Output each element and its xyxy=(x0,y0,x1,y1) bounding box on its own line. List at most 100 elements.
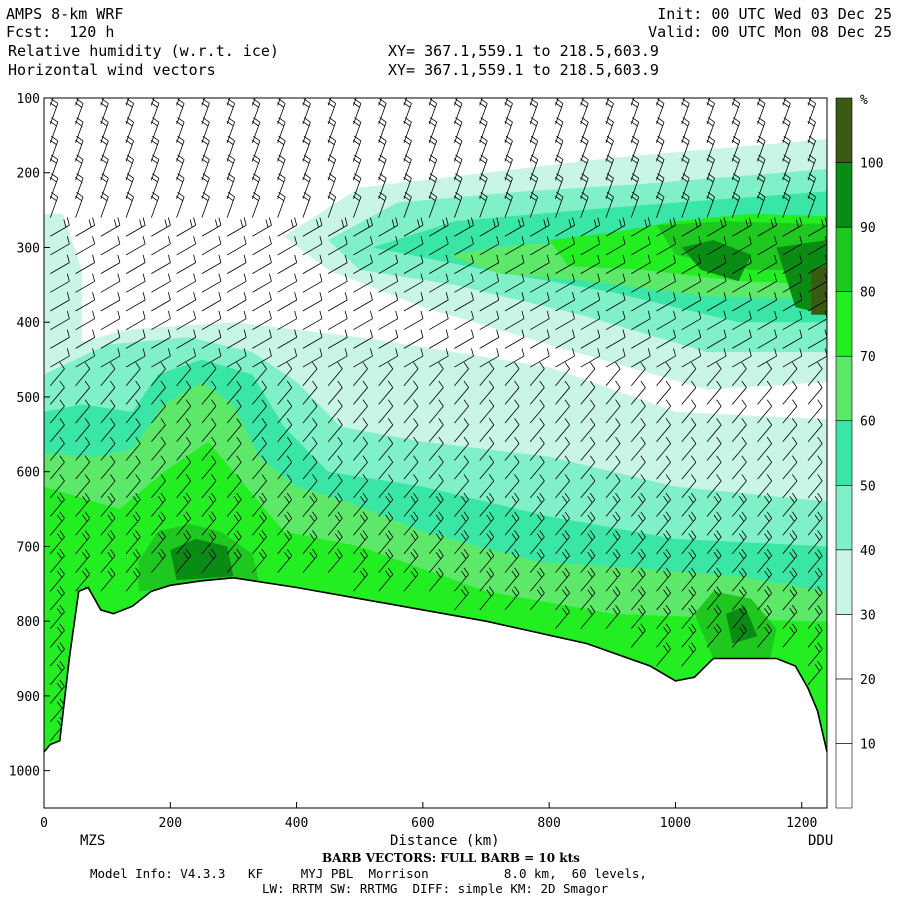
wind-barb xyxy=(605,455,621,480)
wind-barb xyxy=(302,399,318,424)
wind-barb xyxy=(555,530,570,555)
wind-barb xyxy=(681,191,690,218)
wind-barb xyxy=(100,98,104,106)
wind-barb xyxy=(807,567,823,592)
wind-barb xyxy=(226,348,247,368)
colorbar-bin xyxy=(835,484,853,551)
wind-barb xyxy=(226,530,242,555)
wind-barb xyxy=(630,604,646,629)
wind-barb xyxy=(151,399,166,424)
wind-barb xyxy=(151,455,166,480)
wind-barb xyxy=(327,135,337,162)
wind-barb xyxy=(176,418,192,443)
wind-barb xyxy=(530,348,550,368)
wind-barb xyxy=(428,474,444,499)
wind-barb xyxy=(176,474,192,499)
wind-barb xyxy=(277,173,286,200)
wind-barb xyxy=(530,236,550,256)
wind-barb xyxy=(630,154,640,181)
wind-barb xyxy=(656,604,671,629)
wind-barb xyxy=(706,217,727,237)
wind-barb xyxy=(201,236,222,256)
wind-barb xyxy=(782,310,803,331)
wind-barb xyxy=(504,436,520,461)
wind-barb xyxy=(580,348,601,368)
wind-barb xyxy=(681,254,702,274)
wind-barb xyxy=(656,273,676,293)
wind-barb xyxy=(327,310,348,331)
wind-barb xyxy=(226,492,242,517)
wind-barb xyxy=(302,173,311,200)
wind-barb xyxy=(605,604,621,629)
wind-barb xyxy=(706,117,715,143)
y-tick-label: 400 xyxy=(17,316,40,331)
wind-barb xyxy=(327,362,343,386)
wind-barb xyxy=(75,530,91,555)
wind-barb xyxy=(605,254,626,274)
wind-barb xyxy=(252,418,267,443)
wind-barb xyxy=(782,292,803,312)
wind-barb xyxy=(656,399,671,424)
wind-barb xyxy=(277,329,298,349)
wind-barb xyxy=(681,98,685,106)
wind-barb xyxy=(757,380,773,405)
wind-barb xyxy=(302,254,323,274)
wind-barb xyxy=(782,173,791,200)
wind-barb xyxy=(757,254,777,274)
wind-barb xyxy=(100,173,109,200)
wind-barb xyxy=(277,236,298,256)
wind-barb xyxy=(656,567,671,592)
wind-barb xyxy=(681,530,697,555)
wind-barb xyxy=(327,173,337,200)
wind-barb xyxy=(504,380,520,405)
wind-barb xyxy=(681,399,697,424)
wind-barb xyxy=(74,173,84,200)
wind-barb xyxy=(353,418,368,443)
wind-barb xyxy=(327,492,343,517)
wind-barb xyxy=(605,586,621,611)
wind-barb xyxy=(327,436,343,461)
wind-barb xyxy=(731,474,747,499)
wind-barb xyxy=(454,362,469,386)
wind-barb xyxy=(50,530,65,555)
wind-barb xyxy=(50,348,70,368)
wind-barb xyxy=(327,98,332,106)
wind-barb xyxy=(580,273,601,293)
wind-barb xyxy=(277,154,286,181)
wind-barb xyxy=(479,474,495,499)
wind-barb xyxy=(630,436,646,461)
wind-barb xyxy=(50,236,70,256)
wind-barb xyxy=(631,348,651,368)
wind-barb xyxy=(605,436,621,461)
wind-barb xyxy=(655,117,665,143)
wind-barb xyxy=(782,273,803,293)
wind-barb xyxy=(630,567,646,592)
colorbar-bin xyxy=(835,97,853,163)
colorbar-unit: % xyxy=(860,93,868,108)
wind-barb xyxy=(226,380,242,405)
wind-barb xyxy=(555,399,570,424)
wind-barb xyxy=(757,623,773,648)
wind-barb xyxy=(453,135,463,162)
wind-barb xyxy=(252,329,272,349)
wind-barb xyxy=(151,292,171,312)
wind-barb xyxy=(479,173,488,200)
wind-barb xyxy=(630,362,646,386)
wind-barb xyxy=(176,455,192,480)
wind-barb xyxy=(226,329,247,349)
wind-barb xyxy=(454,530,469,555)
wind-barb xyxy=(807,530,823,555)
axes: 100 200 300 400 500 600 700 800 900 1000 0 200 400 60… xyxy=(9,92,818,831)
colorbar-tick-label: 70 xyxy=(860,350,876,365)
wind-barb xyxy=(226,254,247,274)
wind-barb xyxy=(403,474,419,499)
wind-barb xyxy=(706,191,715,218)
wind-barb xyxy=(656,474,671,499)
wind-barb xyxy=(732,254,752,274)
wind-barb xyxy=(605,492,621,517)
wind-barb xyxy=(252,399,267,424)
wind-barb xyxy=(201,254,222,274)
wind-barb xyxy=(529,173,539,200)
wind-barb xyxy=(630,117,640,143)
end-point-label: DDU xyxy=(808,833,834,849)
